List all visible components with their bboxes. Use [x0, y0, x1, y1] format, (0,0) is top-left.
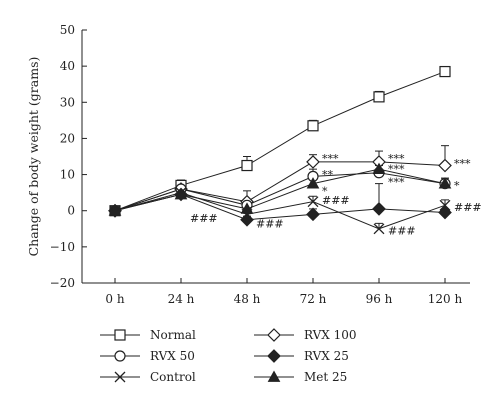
legend-entry-rvx-100: RVX 100 — [254, 328, 357, 342]
annotations: ### ###******###*********###****### — [190, 152, 482, 237]
y-tick-label: −10 — [50, 240, 75, 254]
data-point-normal — [373, 91, 385, 103]
legend-label: Met 25 — [304, 370, 347, 384]
legend-label: Control — [150, 370, 196, 384]
significance-annotation: * — [454, 179, 460, 192]
data-point-rvx-25 — [372, 202, 386, 216]
y-tick-label: 30 — [60, 95, 75, 109]
data-point-control — [307, 196, 319, 208]
significance-annotation: *** — [388, 176, 405, 189]
series-control — [109, 187, 451, 235]
significance-annotation: * — [322, 185, 328, 198]
data-point-met-25 — [306, 177, 320, 189]
data-point-rvx-25 — [438, 205, 452, 220]
y-tick-label: 20 — [60, 131, 75, 145]
significance-annotation: ### — [256, 217, 284, 230]
legend-entry-normal: Normal — [100, 328, 196, 342]
data-point-normal — [241, 159, 253, 172]
series-line-rvx-50 — [114, 172, 446, 212]
significance-annotation: *** — [454, 158, 471, 171]
legend-marker — [114, 329, 126, 341]
significance-annotation: *** — [388, 152, 405, 165]
y-tick-label: 50 — [60, 23, 75, 37]
data-point-rvx-25 — [240, 212, 254, 227]
legend-entry-rvx-25: RVX 25 — [254, 349, 349, 363]
data-point-met-25 — [174, 187, 188, 200]
series-line-normal — [114, 71, 446, 212]
y-axis-title: Change of body weight (grams) — [26, 57, 41, 257]
data-point-control — [373, 223, 385, 235]
x-tick-label: 72 h — [300, 292, 327, 306]
data-point-control — [439, 199, 451, 211]
legend-label: Normal — [150, 328, 196, 342]
legend-label: RVX 50 — [150, 349, 195, 363]
significance-annotation: *** — [388, 163, 405, 176]
data-point-normal — [439, 65, 451, 78]
data-point-met-25 — [438, 177, 452, 189]
significance-annotation: ### — [454, 201, 482, 214]
series-line-control — [114, 192, 446, 230]
y-tick-label: 40 — [60, 59, 75, 73]
legend-entry-control: Control — [100, 370, 196, 384]
legend-label: RVX 25 — [304, 349, 349, 363]
data-point-rvx-100 — [438, 158, 452, 173]
x-tick-label: 96 h — [366, 292, 393, 306]
legend-marker — [114, 350, 126, 362]
significance-annotation: ### — [190, 212, 218, 225]
x-tick-label: 24 h — [168, 292, 195, 306]
data-point-rvx-25 — [306, 207, 320, 222]
series-normal — [109, 65, 451, 217]
significance-annotation: ### — [388, 225, 416, 238]
significance-annotation: ### — [322, 194, 350, 207]
legend-marker — [114, 371, 126, 383]
significance-annotation: ** — [322, 169, 334, 182]
x-tick-label: 0 h — [105, 292, 124, 306]
legend-entry-rvx-50: RVX 50 — [100, 349, 195, 363]
data-point-normal — [307, 120, 319, 132]
plot-area: ### ###******###*********###****### — [108, 65, 482, 238]
data-point-rvx-100 — [306, 155, 320, 169]
legend-marker — [267, 349, 281, 363]
legend-label: RVX 100 — [304, 328, 357, 342]
data-point-met-25 — [240, 202, 254, 214]
significance-annotation: *** — [322, 152, 339, 165]
legend-marker — [267, 328, 281, 342]
y-tick-label: −20 — [50, 276, 75, 290]
y-tick-label: 10 — [60, 168, 75, 182]
data-point-met-25 — [108, 204, 122, 216]
series-met-25 — [108, 162, 452, 216]
x-tick-label: 48 h — [234, 292, 261, 306]
legend-marker — [267, 370, 281, 382]
legend: Normal RVX 100 RVX 50 RVX 25 Control Met 25 — [100, 328, 357, 384]
axes: −20 −10 0 10 20 30 40 50 0 h 24 h 48 h 72 h 96 h 120 … — [26, 23, 470, 306]
data-point-met-25 — [372, 162, 386, 175]
x-tick-label: 120 h — [428, 292, 463, 306]
series-line-met-25 — [114, 168, 446, 212]
legend-entry-met-25: Met 25 — [254, 370, 347, 384]
y-tick-label: 0 — [67, 204, 75, 218]
